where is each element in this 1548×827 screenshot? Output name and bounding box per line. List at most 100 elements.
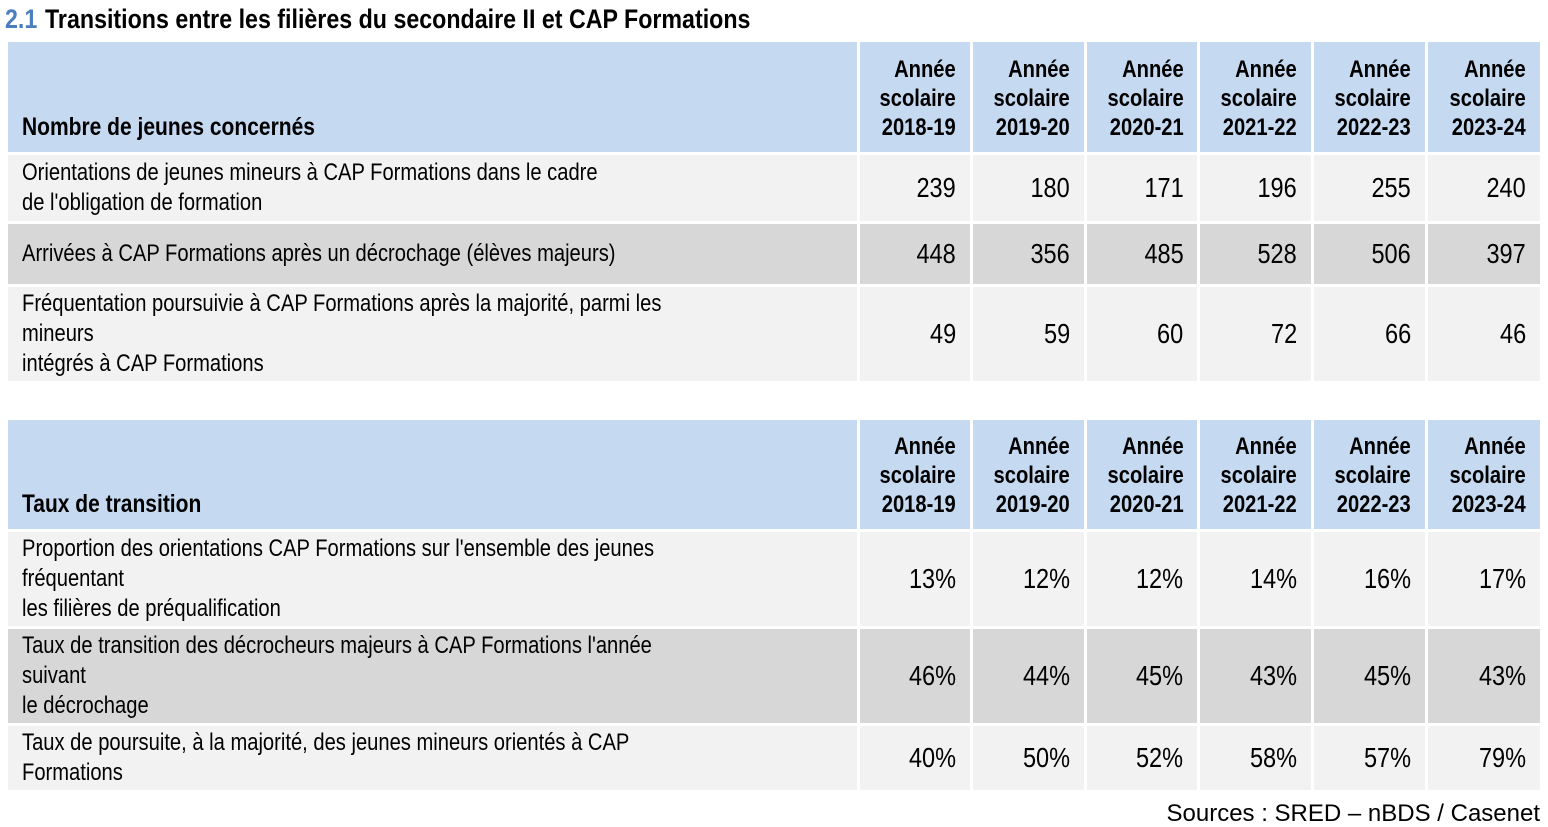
table-row: Proportion des orientations CAP Formatio… [8,530,1540,629]
value-cell: 59 [971,285,1087,384]
year-header: Année scolaire 2018-19 [879,433,957,518]
year-header-cell: Année scolaire 2020-21 [1085,42,1201,155]
value-cell: 79% [1426,724,1540,793]
value: 14% [1250,563,1298,594]
table-header-row: Nombre de jeunes concernés Année scolair… [8,42,1540,155]
year-header: Année scolaire 2020-21 [1107,433,1184,518]
row-label: Proportion des orientations CAP Formatio… [22,535,655,622]
value-cell: 45% [1312,627,1428,726]
value: 255 [1371,171,1411,203]
year-header: Année scolaire 2023-24 [1449,55,1526,141]
value-cell: 66 [1312,285,1428,384]
page-title: 2.1 Transitions entre les filières du sec… [5,4,1548,34]
value: 180 [1030,171,1070,203]
year-header: Année scolaire 2023-24 [1449,433,1526,518]
table-row: Arrivées à CAP Formations après un décro… [8,222,1540,287]
year-header-cell: Année scolaire 2021-22 [1198,419,1315,532]
value: 43% [1250,660,1298,691]
year-header: Année scolaire 2022-23 [1334,433,1411,518]
year-header-cell: Année scolaire 2018-19 [858,42,974,155]
row-label: Orientations de jeunes mineurs à CAP For… [22,158,598,216]
value-cell: 52% [1085,724,1201,793]
value: 57% [1363,742,1411,773]
value-cell: 46 [1426,285,1540,384]
value-cell: 171 [1085,153,1201,224]
section-title: Taux de transition [22,490,202,518]
figure-number: 2.1 [5,4,38,34]
value-cell: 485 [1085,222,1201,287]
row-label-cell: Proportion des orientations CAP Formatio… [8,530,860,629]
table-nombre-de-jeunes-concernes: Nombre de jeunes concernés Année scolair… [8,42,1540,384]
value: 240 [1486,171,1526,203]
value-cell: 14% [1198,530,1315,629]
value-cell: 506 [1312,222,1428,287]
year-header: Année scolaire 2020-21 [1107,55,1184,141]
value-cell: 58% [1198,724,1315,793]
value: 49 [929,317,957,349]
report-page: 2.1 Transitions entre les filières du sec… [0,4,1548,827]
year-header-cell: Année scolaire 2023-24 [1426,42,1540,155]
value-cell: 49 [858,285,974,384]
year-header-cell: Année scolaire 2019-20 [971,42,1087,155]
value: 45% [1136,660,1184,691]
table-row: Orientations de jeunes mineurs à CAP For… [8,153,1540,224]
year-header-cell: Année scolaire 2023-24 [1426,419,1540,532]
row-label-cell: Arrivées à CAP Formations après un décro… [8,222,860,287]
year-header-cell: Année scolaire 2021-22 [1198,42,1315,155]
table-taux-de-transition: Taux de transition Année scolaire 2018-1… [8,419,1540,793]
value: 46% [909,660,957,691]
row-label-cell: Fréquentation poursuivie à CAP Formation… [8,285,860,384]
value: 58% [1250,742,1298,773]
value-cell: 40% [858,724,974,793]
year-header-cell: Année scolaire 2022-23 [1312,419,1428,532]
value-cell: 12% [1085,530,1201,629]
year-header-cell: Année scolaire 2018-19 [858,419,974,532]
value: 72 [1270,317,1298,349]
value: 59 [1043,317,1070,349]
value-cell: 44% [971,627,1087,726]
value: 485 [1144,237,1184,269]
value: 60 [1157,317,1184,349]
value-cell: 240 [1426,153,1540,224]
value-cell: 528 [1198,222,1315,287]
value-cell: 196 [1198,153,1315,224]
value-cell: 43% [1198,627,1315,726]
row-label: Taux de transition des décrocheurs majeu… [22,632,652,719]
value: 239 [916,171,957,203]
value: 171 [1144,171,1184,203]
value-cell: 448 [858,222,974,287]
value-cell: 13% [858,530,974,629]
value: 12% [1022,563,1070,594]
year-header-cell: Année scolaire 2019-20 [971,419,1087,532]
value-cell: 57% [1312,724,1428,793]
figure-title: Transitions entre les filières du second… [45,4,751,34]
value: 44% [1022,660,1070,691]
value: 506 [1371,237,1411,269]
value-cell: 43% [1426,627,1540,726]
value-cell: 239 [858,153,974,224]
section-title: Nombre de jeunes concernés [22,112,315,141]
value: 16% [1363,563,1411,594]
value-cell: 180 [971,153,1087,224]
year-header: Année scolaire 2022-23 [1334,55,1411,141]
value: 50% [1022,742,1070,773]
value: 196 [1257,171,1298,203]
table-row: Fréquentation poursuivie à CAP Formation… [8,285,1540,384]
row-label: Taux de poursuite, à la majorité, des je… [22,729,630,786]
year-header: Année scolaire 2018-19 [879,55,957,141]
table-row: Taux de poursuite, à la majorité, des je… [8,724,1540,793]
year-header: Année scolaire 2021-22 [1220,55,1298,141]
title-condensed-wrap: 2.1 Transitions entre les filières du sec… [5,4,750,34]
value: 40% [909,742,957,773]
year-header: Année scolaire 2019-20 [993,433,1070,518]
value-cell: 16% [1312,530,1428,629]
value: 528 [1257,237,1298,269]
table-row: Taux de transition des décrocheurs majeu… [8,627,1540,726]
value-cell: 50% [971,724,1087,793]
value: 79% [1478,742,1526,773]
year-header: Année scolaire 2021-22 [1220,433,1298,518]
value-cell: 45% [1085,627,1201,726]
value-cell: 17% [1426,530,1540,629]
value: 448 [916,237,957,269]
value: 46 [1499,317,1526,349]
